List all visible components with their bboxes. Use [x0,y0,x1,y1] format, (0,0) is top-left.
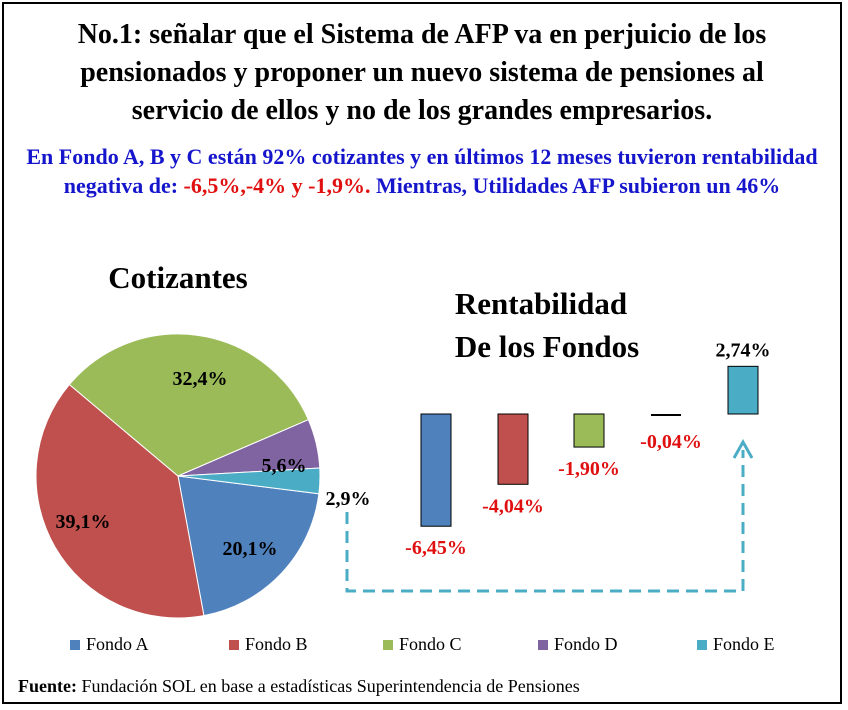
bar-fondo-a [420,413,452,527]
legend-swatch [697,639,707,650]
subhead-text-1: En Fondo A, B y C están 92% cotizantes y… [26,144,818,198]
pie-label-fondo-e: 2,9% [326,488,371,510]
source-label: Fuente: [18,676,77,696]
bar-fondo-e [727,365,759,415]
headline: No.1: señalar que el Sistema de AFP va e… [77,19,767,126]
pie-label-fondo-a: 20,1% [223,538,278,560]
pie-label-fondo-b: 39,1% [56,511,111,533]
bar-label-fondo-b: -4,04% [482,495,544,517]
bar-fondo-c [573,413,605,448]
source-text: Fundación SOL en base a estadísticas Sup… [76,676,580,696]
pie-label-fondo-d: 5,6% [262,455,307,477]
bar-fondo-b [497,413,529,485]
pie-slice-fondo-b [35,383,205,619]
legend-swatch [538,639,548,650]
legend-swatch [229,639,239,650]
legend-item-fondo-d: Fondo D [538,634,618,655]
pie-slice-fondo-a [177,475,320,617]
pie-slice-fondo-c [68,333,310,477]
source-note: Fuente: Fundación SOL en base a estadíst… [18,676,580,697]
pie-title: Cotizantes [108,260,247,295]
legend-label: Fondo C [399,634,462,654]
legend-label: Fondo D [554,634,618,654]
legend-item-fondo-e: Fondo E [697,634,775,655]
bar-fondo-d [651,414,681,416]
bar-label-fondo-e: 2,74% [716,339,771,361]
bar-label-fondo-c: -1,90% [558,458,620,480]
legend-item-fondo-c: Fondo C [383,634,462,655]
legend: Fondo A Fondo B Fondo C Fondo D Fondo E [0,634,848,658]
subhead-text-2: Mientras, Utilidades AFP subieron un 46% [370,173,781,198]
legend-item-fondo-b: Fondo B [229,634,308,655]
pie-slice-fondo-e [177,467,321,495]
legend-label: Fondo B [245,634,308,654]
bar-label-fondo-d: -0,04% [640,431,702,453]
subheadline: En Fondo A, B y C están 92% cotizantes y… [0,142,844,200]
arrow-head [732,438,754,459]
legend-swatch [70,639,80,650]
legend-label: Fondo A [86,634,149,654]
legend-item-fondo-a: Fondo A [70,634,149,655]
subhead-negative-returns: -6,5%,-4% y -1,9%. [183,173,371,198]
bar-title-line-1: Rentabilidad [455,286,627,321]
legend-label: Fondo E [713,634,775,654]
dashed-arrow [345,450,745,593]
legend-swatch [383,639,393,650]
bar-label-fondo-a: -6,45% [405,537,467,559]
pie-label-fondo-c: 32,4% [173,368,228,390]
bar-title-line-2: De los Fondos [455,329,639,364]
